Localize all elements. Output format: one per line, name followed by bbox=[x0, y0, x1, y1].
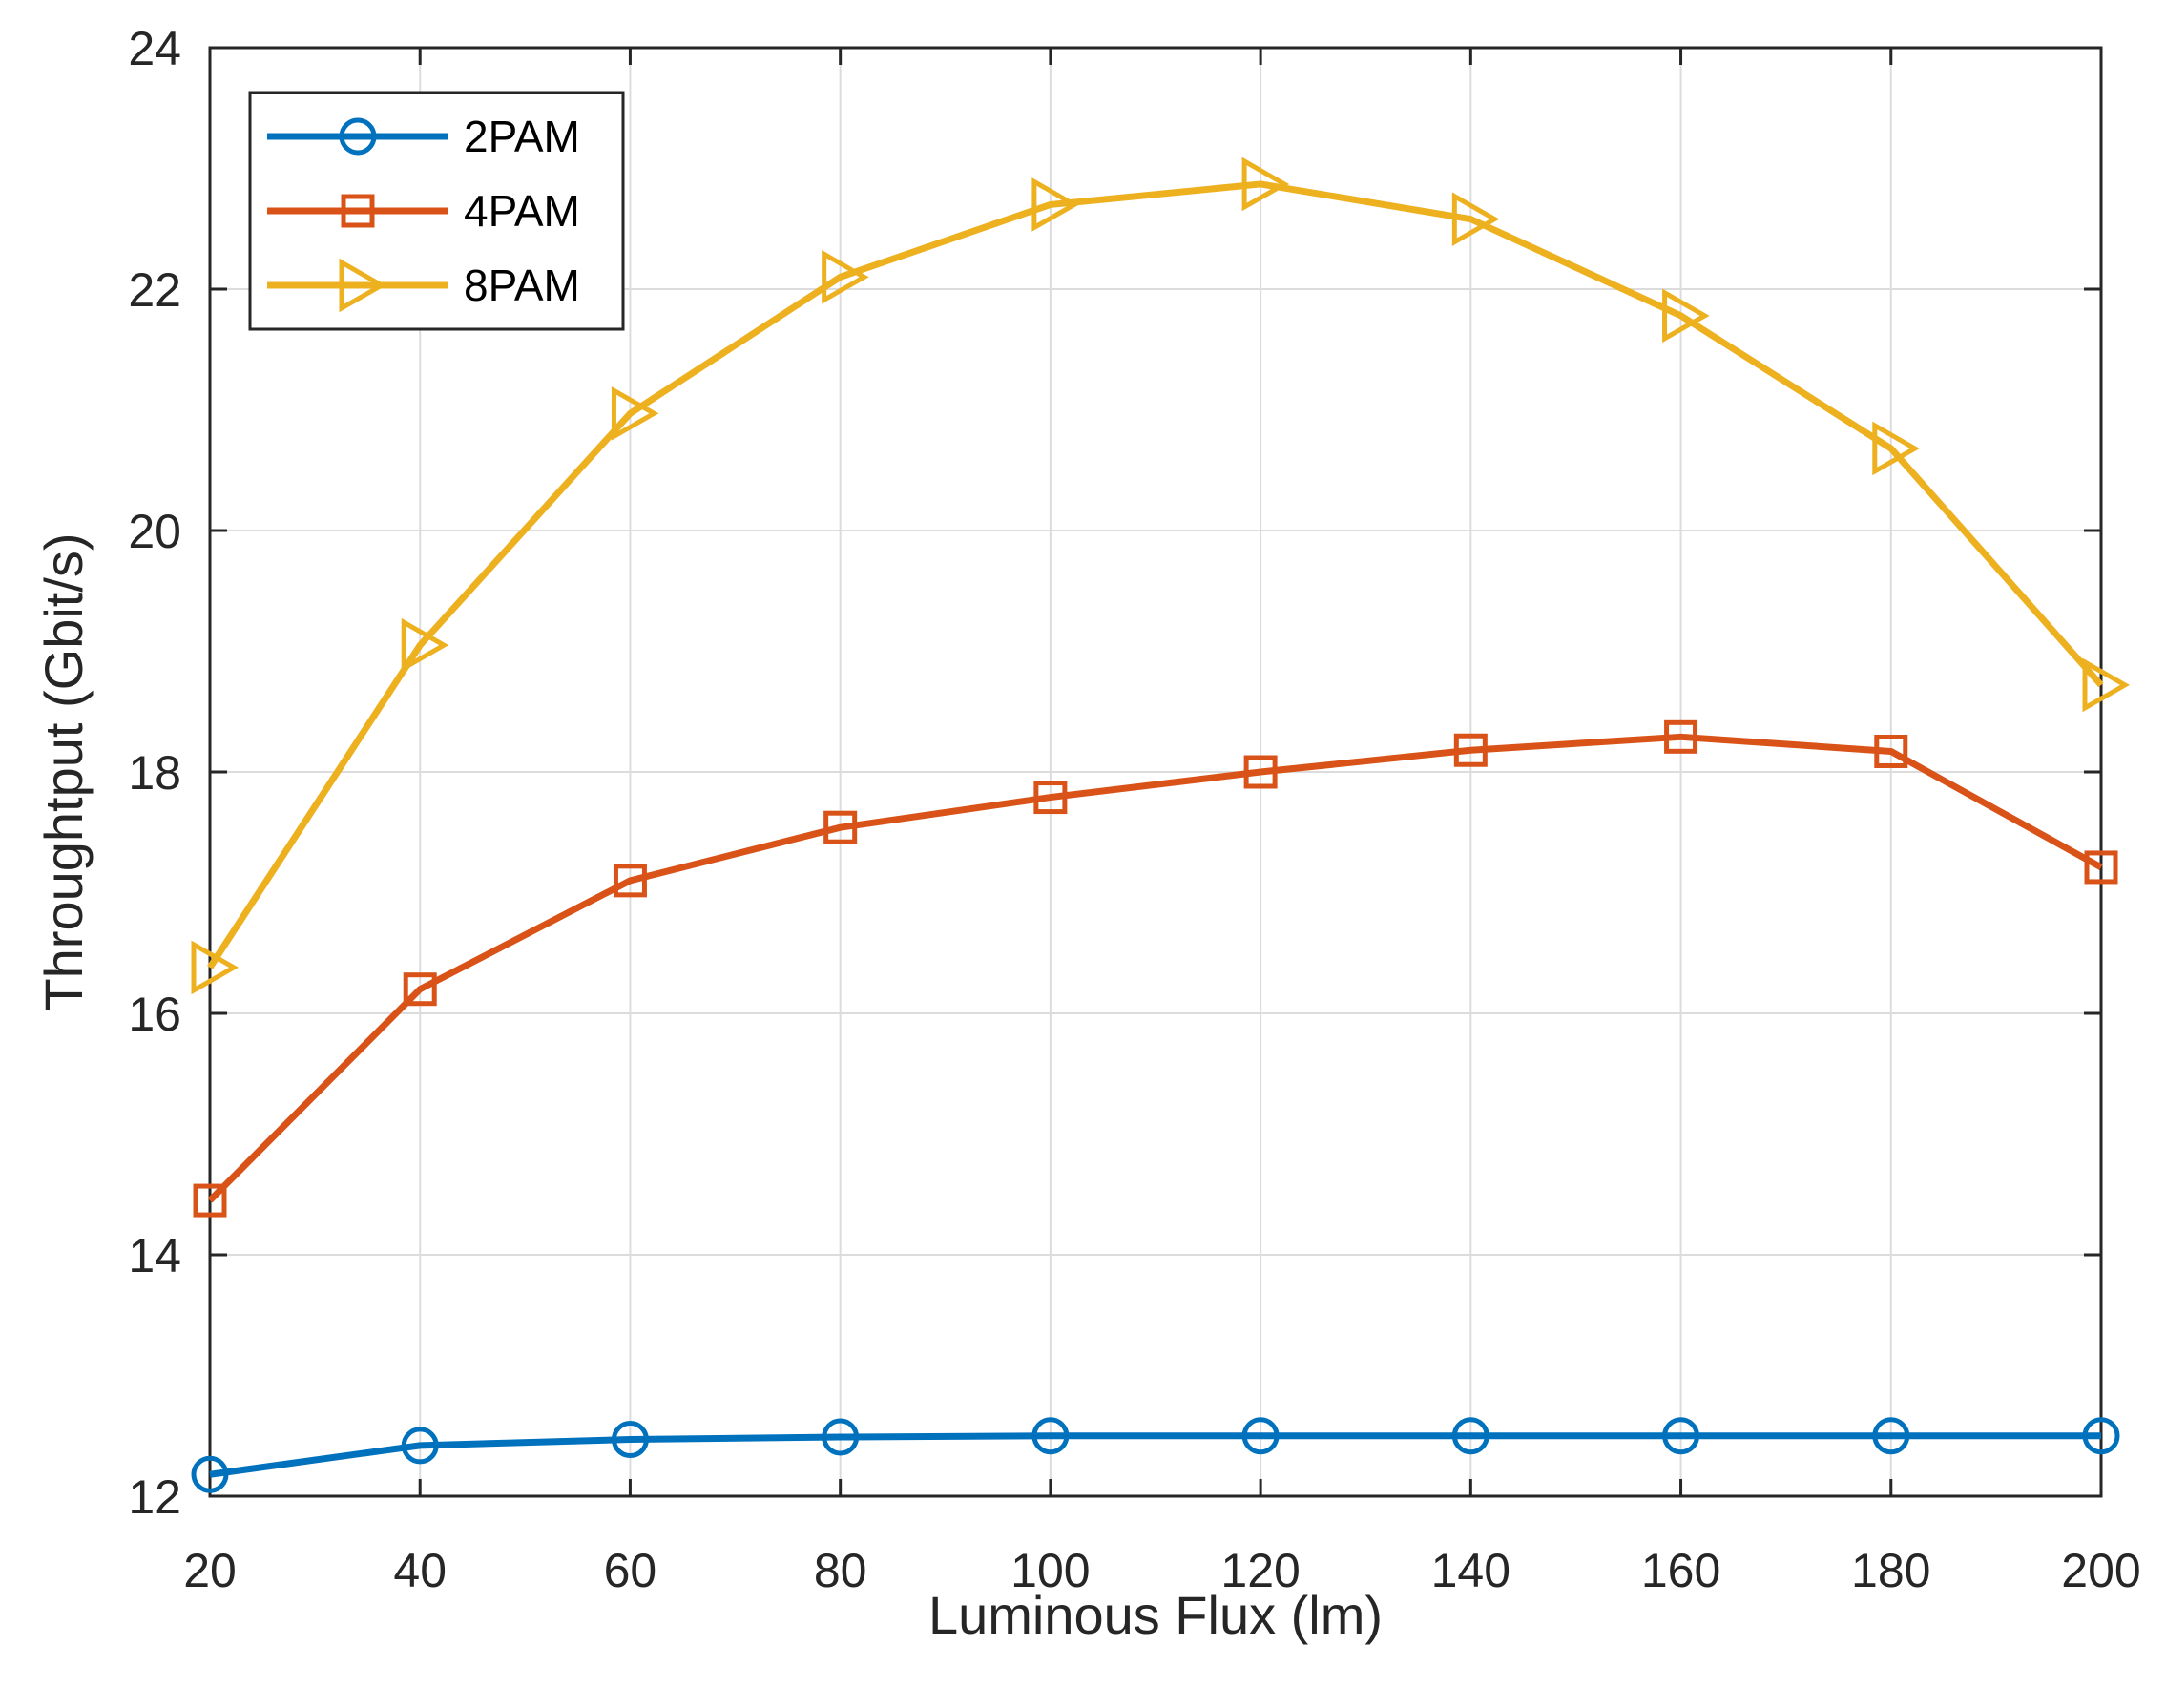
data-point-4pam bbox=[403, 972, 437, 1007]
data-point-8pam bbox=[611, 385, 659, 441]
legend-label-4pam: 4PAM bbox=[464, 186, 580, 236]
x-tick-label: 100 bbox=[1010, 1544, 1090, 1597]
series-line-4pam bbox=[207, 733, 2103, 1203]
data-point-4pam bbox=[823, 810, 858, 844]
y-tick-labels: 12 14 16 18 20 22 24 bbox=[128, 22, 181, 1524]
data-point-2pam bbox=[2082, 1417, 2120, 1455]
y-tick-label: 24 bbox=[128, 22, 181, 75]
axes-box bbox=[208, 46, 2103, 1498]
legend-marker-2pam bbox=[339, 117, 377, 156]
series-2pam bbox=[191, 1417, 2120, 1493]
series-line-8pam bbox=[207, 180, 2104, 969]
legend-item-2pam: 2PAM bbox=[267, 112, 580, 161]
series-8pam bbox=[191, 156, 2131, 995]
data-point-8pam bbox=[2082, 657, 2131, 713]
data-point-2pam bbox=[822, 1418, 860, 1456]
legend-marker-4pam bbox=[341, 194, 375, 228]
x-axis-label: Luminous Flux (lm) bbox=[928, 1585, 1383, 1645]
data-point-8pam bbox=[401, 617, 449, 673]
x-tick-label: 160 bbox=[1641, 1544, 1720, 1597]
data-point-2pam bbox=[1241, 1417, 1280, 1455]
data-point-8pam bbox=[822, 250, 869, 304]
y-tick-label: 20 bbox=[128, 505, 181, 558]
data-point-2pam bbox=[191, 1455, 229, 1493]
data-point-2pam bbox=[401, 1427, 439, 1465]
x-tick-labels: 20 40 60 80 100 120 140 160 180 200 bbox=[183, 1544, 2141, 1597]
series-4pam bbox=[193, 719, 2118, 1218]
y-tick-label: 18 bbox=[128, 746, 181, 800]
x-tick-label: 140 bbox=[1431, 1544, 1510, 1597]
data-point-8pam bbox=[1241, 156, 1290, 212]
data-point-2pam bbox=[1451, 1417, 1489, 1455]
y-tick-label: 14 bbox=[128, 1229, 181, 1282]
data-point-2pam bbox=[1662, 1417, 1700, 1455]
y-tick-label: 22 bbox=[128, 263, 181, 317]
y-axis-label: Throughtput (Gbit/s) bbox=[33, 532, 94, 1010]
legend-label-2pam: 2PAM bbox=[464, 112, 580, 161]
series-line-2pam bbox=[209, 1432, 2101, 1478]
data-point-4pam bbox=[613, 864, 647, 898]
x-tick-label: 60 bbox=[604, 1544, 657, 1597]
x-tick-label: 180 bbox=[1851, 1544, 1930, 1597]
data-point-2pam bbox=[1031, 1417, 1070, 1455]
data-point-8pam bbox=[1031, 177, 1079, 232]
legend-marker-8pam bbox=[339, 258, 387, 313]
y-tick-label: 16 bbox=[128, 988, 181, 1041]
y-tick-label: 12 bbox=[128, 1470, 181, 1524]
data-point-4pam bbox=[1033, 781, 1068, 815]
x-tick-label: 80 bbox=[814, 1544, 867, 1597]
legend-item-8pam: 8PAM bbox=[267, 258, 580, 313]
data-point-2pam bbox=[611, 1421, 649, 1459]
data-point-8pam bbox=[1662, 288, 1710, 344]
legend: 2PAM 4PAM 8PAM bbox=[248, 91, 625, 331]
data-point-8pam bbox=[1872, 421, 1920, 476]
data-point-4pam bbox=[1664, 719, 1698, 754]
x-tick-label: 40 bbox=[393, 1544, 447, 1597]
x-tick-label: 120 bbox=[1220, 1544, 1300, 1597]
series-group bbox=[191, 156, 2131, 1493]
x-tick-label: 200 bbox=[2061, 1544, 2140, 1597]
legend-label-8pam: 8PAM bbox=[464, 260, 580, 310]
data-point-2pam bbox=[1872, 1417, 1910, 1455]
data-point-4pam bbox=[2084, 850, 2118, 885]
legend-item-4pam: 4PAM bbox=[267, 186, 580, 236]
data-point-4pam bbox=[1453, 733, 1488, 767]
data-point-4pam bbox=[1243, 755, 1278, 789]
data-point-8pam bbox=[1451, 192, 1500, 246]
data-point-4pam bbox=[193, 1183, 227, 1218]
x-tick-label: 20 bbox=[183, 1544, 237, 1597]
data-point-8pam bbox=[191, 940, 240, 995]
data-point-4pam bbox=[1874, 734, 1908, 768]
